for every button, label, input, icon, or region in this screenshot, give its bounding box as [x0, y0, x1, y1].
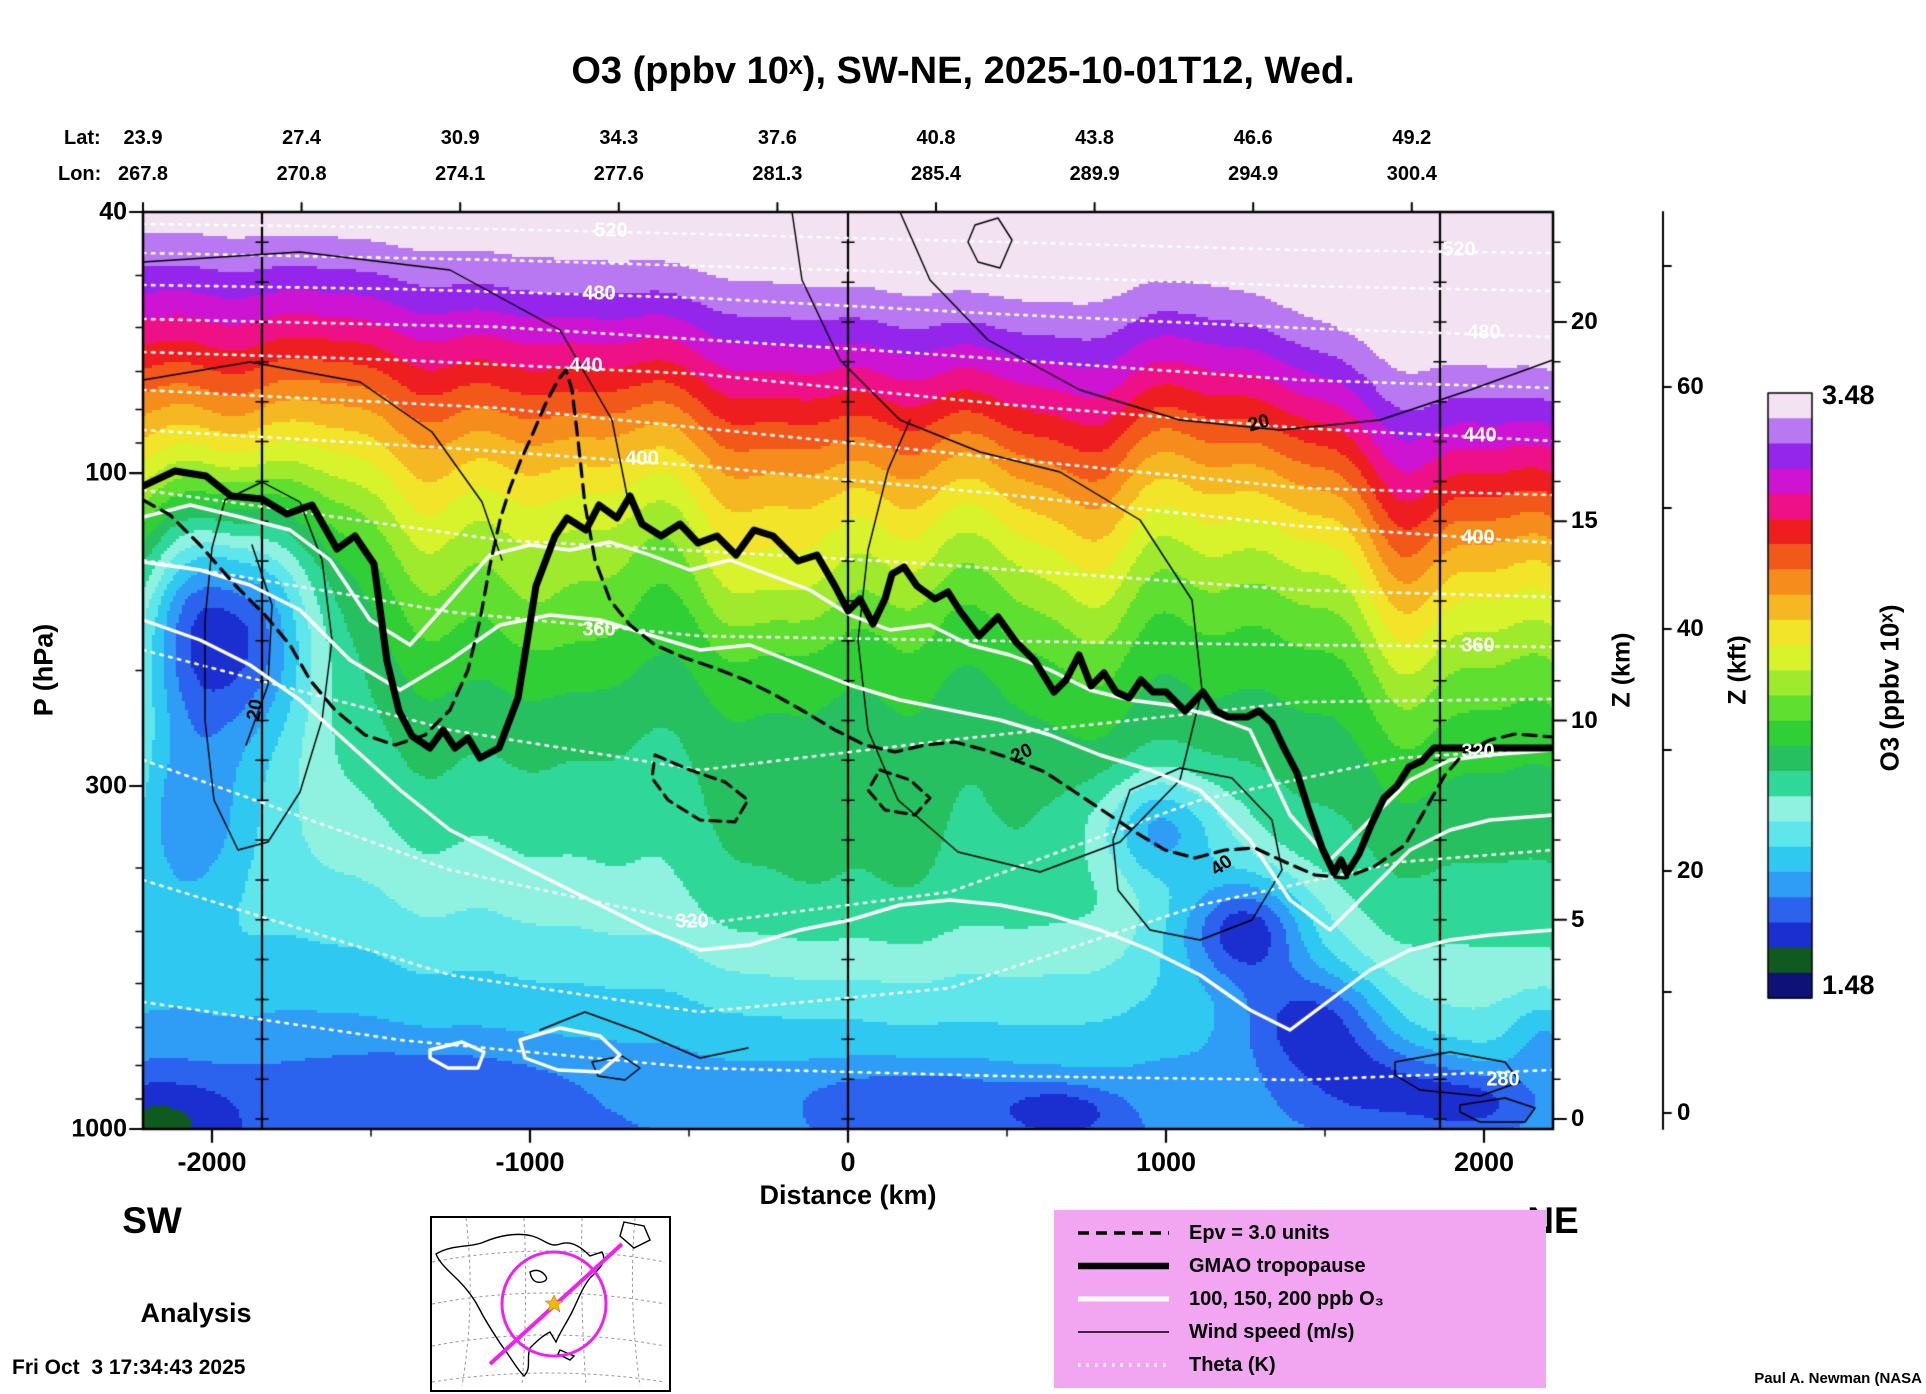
lon-tick-label: 270.8 [276, 163, 327, 185]
lon-tick-label: 274.1 [435, 163, 486, 185]
z-kft-tick-label: 20 [1677, 857, 1704, 884]
author-credit: Paul A. Newman (NASA [1754, 1370, 1922, 1387]
dotted-line-sample [1078, 1363, 1169, 1367]
distance-tick-label: 1000 [1135, 1147, 1197, 1177]
altitude-kft-axis-title: Z (kft) [1723, 635, 1752, 705]
z-km-tick-label: 20 [1571, 308, 1598, 335]
z-km-tick-label: 5 [1571, 905, 1585, 933]
legend-label-theta: Theta (K) [1189, 1353, 1276, 1376]
legend-row-o3-contours: 100, 150, 200 ppb O₃ [1076, 1286, 1546, 1313]
lat-tick-label: 37.6 [757, 127, 797, 149]
distance-tick-label: 0 [840, 1147, 856, 1177]
theta-contour-label: 520 [594, 219, 628, 242]
z-kft-tick-label: 0 [1677, 1099, 1691, 1126]
theta-contour-label: 400 [1461, 526, 1495, 549]
endpoint-sw-label: SW [122, 1200, 182, 1241]
altitude-km-axis-title: Z (km) [1607, 632, 1636, 708]
legend-box: Epv = 3.0 units GMAO tropopause 100, 150… [1054, 1210, 1546, 1388]
distance-axis-title: Distance (km) [759, 1180, 937, 1210]
colorbar-min-label: 1.48 [1822, 970, 1875, 1000]
z-km-tick-label: 0 [1571, 1105, 1585, 1132]
theta-contour-label: 480 [1467, 321, 1501, 344]
plot-title: O3 (ppbv 10ˣ), SW-NE, 2025-10-01T12, Wed… [571, 50, 1355, 92]
legend-row-epv: Epv = 3.0 units [1076, 1220, 1546, 1247]
lon-tick-label: 289.9 [1069, 163, 1120, 185]
z-kft-tick-label: 40 [1677, 615, 1704, 642]
lat-tick-label: 46.6 [1233, 127, 1273, 149]
z-km-tick-label: 10 [1571, 706, 1598, 734]
lon-tick-label: 277.6 [593, 163, 644, 185]
legend-row-theta: Theta (K) [1076, 1352, 1546, 1379]
z-km-tick-label: 15 [1571, 507, 1598, 535]
legend-label-epv: Epv = 3.0 units [1189, 1221, 1330, 1244]
lon-tick-label: 285.4 [910, 163, 962, 185]
map-inset [430, 1216, 671, 1392]
theta-contour-label: 280 [1486, 1068, 1520, 1091]
theta-contour-label: 400 [625, 447, 659, 470]
distance-tick-label: -2000 [177, 1147, 247, 1177]
location-star [544, 1294, 564, 1313]
lon-tick-label: 281.3 [752, 163, 803, 185]
map-inset-svg [431, 1217, 666, 1387]
legend-row-tropopause: GMAO tropopause [1076, 1253, 1546, 1280]
lat-tick-label: 49.2 [1392, 127, 1432, 149]
lat-tick-label: 27.4 [282, 127, 322, 149]
colorbar-max-label: 3.48 [1822, 380, 1875, 410]
creation-timestamp: Fri Oct 3 17:34:43 2025 [12, 1356, 246, 1379]
lon-tick-label: 294.9 [1228, 163, 1279, 185]
white-line-sample [1078, 1296, 1169, 1302]
pressure-tick-label: 100 [85, 458, 127, 487]
distance-tick-label: -1000 [495, 1147, 565, 1177]
colorbar-title: O3 (ppbv 10ˣ) [1874, 604, 1905, 772]
pressure-tick-label: 1000 [71, 1114, 127, 1143]
lat-tick-label: 43.8 [1075, 127, 1115, 149]
theta-contour-label: 320 [675, 910, 709, 933]
theta-contour-label: 320 [1461, 740, 1495, 763]
lat-tick-label: 34.3 [599, 127, 639, 149]
lon-row-label: Lon: [58, 163, 102, 185]
lat-tick-label: 40.8 [916, 127, 956, 149]
lat-row-label: Lat: [64, 127, 101, 149]
theta-contour-label: 480 [582, 282, 616, 305]
legend-label-wind: Wind speed (m/s) [1189, 1320, 1355, 1343]
lat-tick-label: 30.9 [440, 127, 480, 149]
pressure-axis-title: P (hPa) [28, 623, 59, 717]
theta-contour-label: 440 [1463, 424, 1497, 447]
range-circle [500, 1250, 608, 1358]
pressure-tick-label: 40 [99, 197, 127, 226]
coastline [435, 1221, 651, 1377]
wind-contour-label: 20 [243, 697, 268, 723]
theta-contour-label: 360 [1461, 634, 1495, 657]
z-kft-tick-label: 60 [1677, 373, 1704, 400]
lat-tick-label: 23.9 [123, 127, 163, 149]
lon-tick-label: 300.4 [1386, 163, 1437, 185]
legend-row-wind: Wind speed (m/s) [1076, 1319, 1546, 1346]
legend-label-o3-contours: 100, 150, 200 ppb O₃ [1189, 1287, 1384, 1310]
thick-line-sample [1078, 1262, 1169, 1270]
thin-line-sample [1078, 1331, 1169, 1333]
theta-contour-label: 520 [1442, 238, 1476, 261]
dashed-line-sample [1078, 1231, 1169, 1235]
analysis-label: Analysis [140, 1298, 252, 1328]
graticule-lines [431, 1217, 666, 1387]
theta-contour-label: 360 [582, 618, 616, 641]
lon-tick-label: 267.8 [117, 163, 169, 185]
legend-label-tropopause: GMAO tropopause [1189, 1254, 1366, 1277]
pressure-tick-label: 300 [85, 771, 127, 800]
theta-contour-label: 440 [569, 354, 603, 377]
distance-tick-label: 2000 [1453, 1147, 1515, 1177]
